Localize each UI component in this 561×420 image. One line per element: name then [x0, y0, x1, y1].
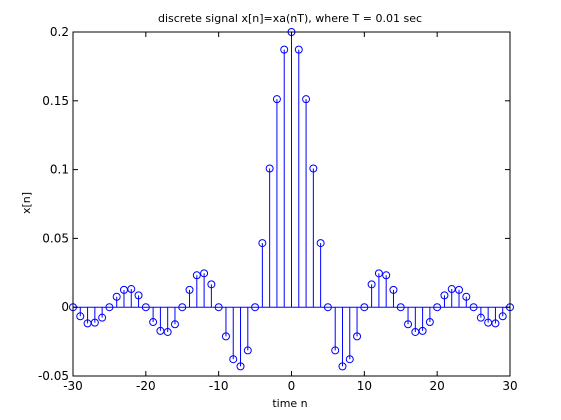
stem-marker [462, 292, 471, 301]
stem-marker [469, 303, 478, 312]
stem-marker [316, 239, 325, 248]
stem-marker [353, 332, 362, 341]
stem-marker [433, 303, 442, 312]
y-axis-ticks: -0.05 0 0.05 0.1 0.15 0.2 [38, 25, 510, 383]
stem-marker [345, 355, 354, 364]
stem-marker [170, 320, 179, 329]
stem-marker [141, 303, 150, 312]
stem-marker [127, 285, 136, 294]
stem-marker [425, 318, 434, 327]
stem-marker [105, 303, 114, 312]
stem-marker [491, 319, 500, 328]
stem-marker [251, 303, 260, 312]
stem-marker [185, 285, 194, 294]
stem-marker [192, 271, 201, 280]
stem-marker [265, 164, 274, 173]
stem-marker [258, 239, 267, 248]
stem-marker [338, 362, 347, 371]
stem-marker [360, 303, 369, 312]
x-axis-ticks: -30 -20 -10 0 10 20 30 [63, 32, 518, 393]
stem-marker [163, 327, 172, 336]
stem-marker [367, 280, 376, 289]
y-tick-label: 0.05 [42, 231, 69, 245]
x-tick-label: 10 [357, 379, 372, 393]
x-axis-label: time n [272, 397, 307, 410]
x-tick-label: 0 [288, 379, 296, 393]
stem-marker [178, 303, 187, 312]
x-tick-label: -20 [136, 379, 156, 393]
stem-marker [134, 291, 143, 300]
stem-marker [280, 45, 289, 54]
stem-marker [243, 346, 252, 355]
stem-marker [302, 95, 311, 104]
stem-marker [214, 303, 223, 312]
stem-marker [476, 313, 485, 322]
y-tick-label: 0 [61, 300, 69, 314]
chart-title: discrete signal x[n]=xa(nT), where T = 0… [158, 12, 422, 25]
stem-marker [229, 355, 238, 364]
stem-marker [418, 326, 427, 335]
stem-marker [382, 271, 391, 280]
stem-marker [294, 45, 303, 54]
stem-marker [149, 318, 158, 327]
plot-area: -30 -20 -10 0 10 20 30 -0.05 0 0.05 0.1 0.15 0.2 [38, 25, 518, 393]
x-tick-label: -10 [209, 379, 229, 393]
stem-marker [396, 303, 405, 312]
stem-marker [389, 285, 398, 294]
markers-layer [69, 28, 514, 371]
stem-marker [440, 291, 449, 300]
stem-marker [207, 280, 216, 289]
stem-marker [221, 332, 230, 341]
x-tick-label: 30 [502, 379, 517, 393]
y-tick-label: -0.05 [38, 369, 69, 383]
y-axis-label: x[n] [20, 192, 33, 214]
stem-marker [498, 312, 507, 321]
stem-marker [76, 312, 85, 321]
stem-marker [331, 346, 340, 355]
stem-marker [200, 269, 209, 278]
x-tick-label: 20 [430, 379, 445, 393]
stem-marker [236, 362, 245, 371]
y-tick-label: 0.2 [50, 25, 69, 39]
y-tick-label: 0.1 [50, 163, 69, 177]
stem-marker [374, 269, 383, 278]
stem-marker [90, 318, 99, 327]
stem-marker [98, 313, 107, 322]
stem-marker [455, 285, 464, 294]
stem-marker [404, 320, 413, 329]
y-tick-label: 0.15 [42, 94, 69, 108]
stem-marker [323, 303, 332, 312]
stem-marker [272, 95, 281, 104]
stem-marker [112, 292, 121, 301]
stem-marker [309, 164, 318, 173]
x-tick-label: -30 [63, 379, 83, 393]
